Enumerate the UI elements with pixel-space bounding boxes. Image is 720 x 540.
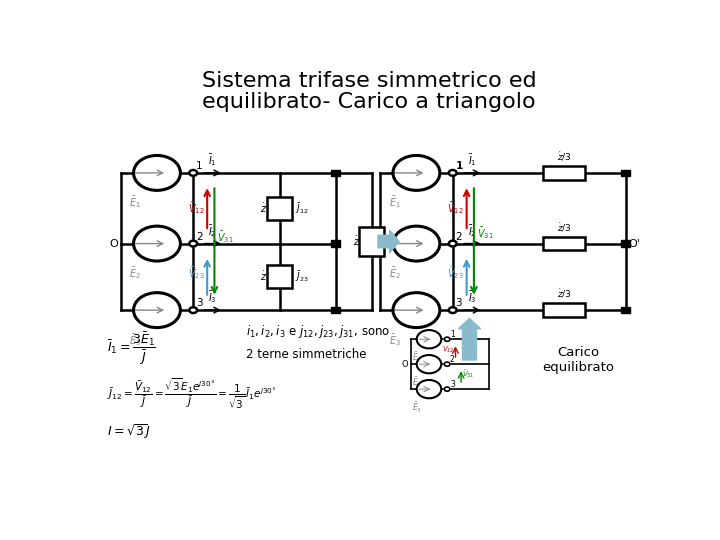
Bar xyxy=(544,237,585,250)
Text: $\bar{I}_3$: $\bar{I}_3$ xyxy=(208,289,217,305)
Text: $\bar{E}_2$: $\bar{E}_2$ xyxy=(412,375,422,389)
Circle shape xyxy=(444,337,450,341)
Text: $\bar{E}_1$: $\bar{E}_1$ xyxy=(412,350,422,365)
Text: O': O' xyxy=(629,239,640,248)
Circle shape xyxy=(417,355,441,373)
Text: 1: 1 xyxy=(196,161,202,171)
Text: O: O xyxy=(369,239,377,248)
Text: 2: 2 xyxy=(450,355,454,364)
Circle shape xyxy=(444,387,450,391)
Text: 3: 3 xyxy=(456,298,462,308)
Text: $\bar{J}_{12}$: $\bar{J}_{12}$ xyxy=(295,201,309,215)
Text: 2: 2 xyxy=(196,232,202,241)
Bar xyxy=(544,303,585,317)
Text: $\dot{z}$: $\dot{z}$ xyxy=(261,271,268,284)
Text: equilibrato- Carico a triangolo: equilibrato- Carico a triangolo xyxy=(202,92,536,112)
Text: $\bar{V}_{12}$: $\bar{V}_{12}$ xyxy=(447,200,464,216)
Circle shape xyxy=(417,380,441,399)
Bar xyxy=(267,197,292,220)
Circle shape xyxy=(444,362,450,366)
Circle shape xyxy=(189,170,197,176)
FancyArrow shape xyxy=(459,319,481,360)
Text: $\bar{V}_{31}$: $\bar{V}_{31}$ xyxy=(462,368,474,380)
Circle shape xyxy=(449,307,456,313)
FancyArrow shape xyxy=(378,230,399,253)
Text: Carico
equilibrato: Carico equilibrato xyxy=(542,346,614,374)
Text: $\bar{E}_3$: $\bar{E}_3$ xyxy=(389,332,400,348)
Text: $\bar{J}_{31}$: $\bar{J}_{31}$ xyxy=(387,234,401,249)
Circle shape xyxy=(393,293,440,328)
Text: $\bar{E}_1$: $\bar{E}_1$ xyxy=(389,194,400,211)
Text: $\dot{z}$: $\dot{z}$ xyxy=(261,202,268,215)
Circle shape xyxy=(133,293,181,328)
Bar xyxy=(331,170,340,176)
Bar xyxy=(621,240,630,247)
Text: 3: 3 xyxy=(450,380,455,389)
Bar xyxy=(621,170,630,176)
Text: $\bar{E}_2$: $\bar{E}_2$ xyxy=(129,265,141,281)
Text: $\dot{z}/3$: $\dot{z}/3$ xyxy=(557,288,572,300)
Text: $V_{12}$: $V_{12}$ xyxy=(442,345,454,355)
Text: O: O xyxy=(402,360,408,369)
Text: $\dot{z}$: $\dot{z}$ xyxy=(353,235,360,248)
Text: $\bar{I}_1 = \dfrac{3\bar{E}_1}{\bar{J}}$: $\bar{I}_1 = \dfrac{3\bar{E}_1}{\bar{J}}… xyxy=(107,331,156,367)
Bar xyxy=(621,307,630,313)
Text: 3: 3 xyxy=(196,298,202,308)
Text: $\bar{V}_{31}$: $\bar{V}_{31}$ xyxy=(217,230,234,245)
Text: O: O xyxy=(109,239,118,248)
Text: Sistema trifase simmetrico ed: Sistema trifase simmetrico ed xyxy=(202,71,536,91)
Text: 2: 2 xyxy=(456,232,462,241)
Text: 1: 1 xyxy=(450,330,454,339)
Text: $I = \sqrt{3} J$: $I = \sqrt{3} J$ xyxy=(107,422,150,441)
Text: $\bar{J}_{23}$: $\bar{J}_{23}$ xyxy=(295,269,309,284)
Bar xyxy=(359,227,384,256)
Text: $\bar{V}_{12}$: $\bar{V}_{12}$ xyxy=(188,200,204,216)
Text: $\bar{I}_1$: $\bar{I}_1$ xyxy=(468,152,477,168)
Circle shape xyxy=(133,226,181,261)
Circle shape xyxy=(417,330,441,348)
Text: $\bar{J}_{12} = \dfrac{\bar{V}_{12}}{\bar{J}} = \dfrac{\sqrt{3}E_1e^{j30°}}{\bar: $\bar{J}_{12} = \dfrac{\bar{V}_{12}}{\ba… xyxy=(107,377,276,411)
Bar xyxy=(331,307,340,313)
Circle shape xyxy=(189,307,197,313)
Text: $\dot{z}/3$: $\dot{z}/3$ xyxy=(557,221,572,234)
Text: $\bar{I}_2$: $\bar{I}_2$ xyxy=(468,223,477,239)
Text: 1: 1 xyxy=(456,161,463,171)
Bar xyxy=(331,240,340,247)
Text: $\bar{E}_1$: $\bar{E}_1$ xyxy=(129,194,141,211)
Text: 2 terne simmetriche: 2 terne simmetriche xyxy=(246,348,366,361)
Text: $i_1, i_2, i_3$ e $j_{12}, j_{23}, j_{31}$, sono: $i_1, i_2, i_3$ e $j_{12}, j_{23}, j_{31… xyxy=(246,322,390,340)
Circle shape xyxy=(189,241,197,246)
Bar xyxy=(267,266,292,288)
Text: $\bar{V}_{23}$: $\bar{V}_{23}$ xyxy=(187,265,204,281)
Text: $\bar{I}_3$: $\bar{I}_3$ xyxy=(468,289,477,305)
Circle shape xyxy=(393,156,440,191)
Bar xyxy=(544,166,585,180)
Text: $\bar{I}_2$: $\bar{I}_2$ xyxy=(209,223,217,239)
Circle shape xyxy=(133,156,181,191)
Text: $\bar{E}_3$: $\bar{E}_3$ xyxy=(129,332,141,348)
Text: $\bar{V}_{31}$: $\bar{V}_{31}$ xyxy=(477,225,493,241)
Circle shape xyxy=(449,241,456,246)
Circle shape xyxy=(393,226,440,261)
Text: $\bar{V}_{23}$: $\bar{V}_{23}$ xyxy=(447,265,464,281)
Text: $\bar{E}_2$: $\bar{E}_2$ xyxy=(389,265,400,281)
Text: $\bar{E}_3$: $\bar{E}_3$ xyxy=(412,400,422,415)
Circle shape xyxy=(449,170,456,176)
Text: $\bar{I}_1$: $\bar{I}_1$ xyxy=(209,152,217,168)
Text: $\dot{z}/3$: $\dot{z}/3$ xyxy=(557,151,572,163)
